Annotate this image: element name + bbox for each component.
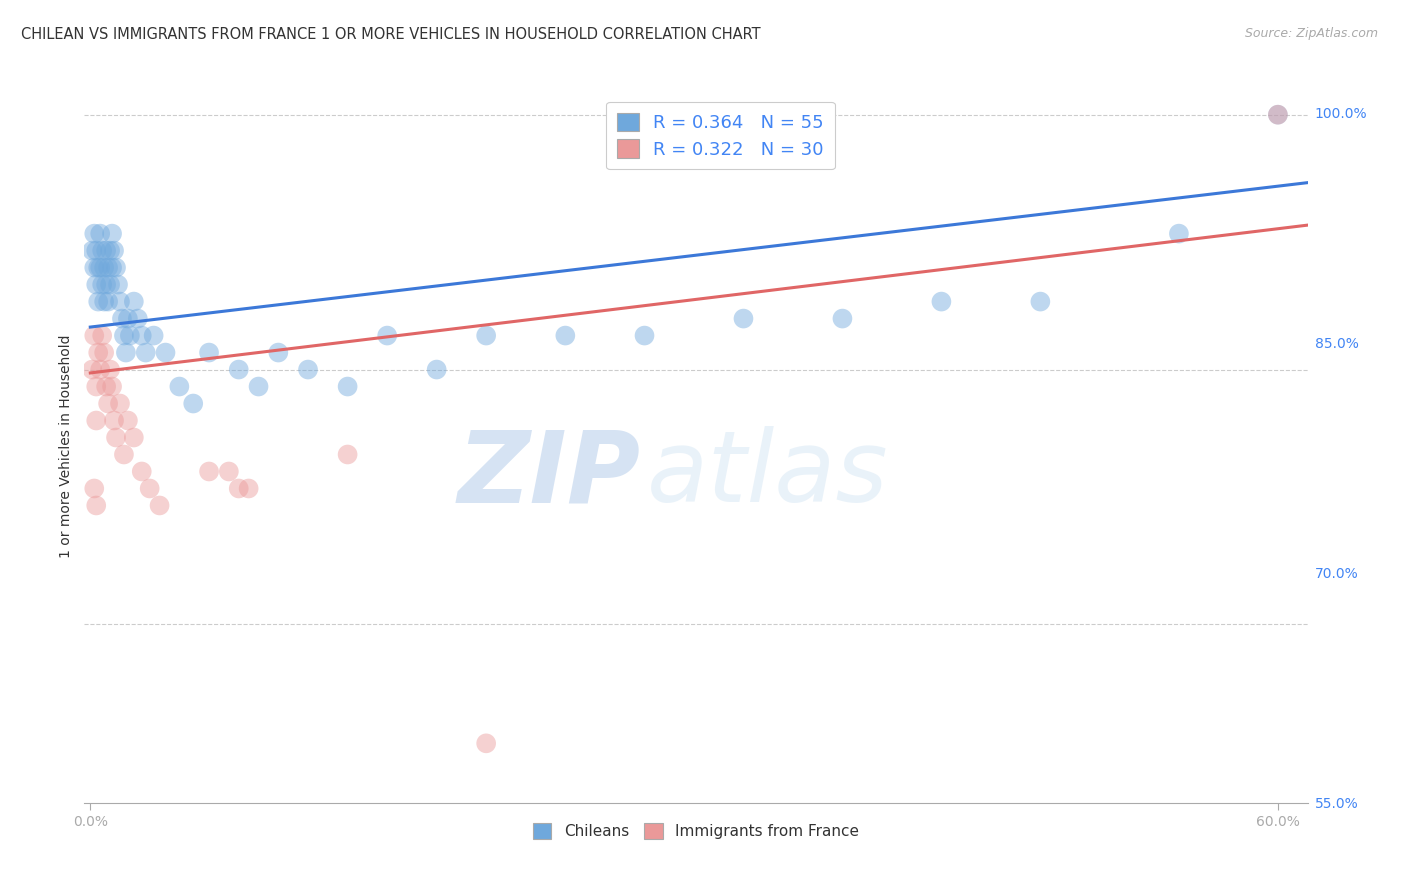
Point [108,294,131,309]
Point [84,499,107,513]
Point [475,328,498,343]
Point [83,328,105,343]
Point [105,430,128,444]
Point [98,277,121,292]
Point [87,260,110,275]
Point [131,465,153,479]
Point [169,379,191,393]
Point [94,277,117,292]
Text: CHILEAN VS IMMIGRANTS FROM FRANCE 1 OR MORE VEHICLES IN HOUSEHOLD CORRELATION CH: CHILEAN VS IMMIGRANTS FROM FRANCE 1 OR M… [21,27,761,42]
Point [475,736,498,750]
Point [97,396,120,410]
Point [138,482,160,496]
Point [91,277,114,292]
Text: Source: ZipAtlas.com: Source: ZipAtlas.com [1244,27,1378,40]
Point [101,260,124,275]
Point [127,311,149,326]
Point [108,396,131,410]
Point [87,294,110,309]
Point [84,413,107,427]
Point [84,244,107,258]
Point [112,328,135,343]
Text: atlas: atlas [647,426,889,523]
Point [931,294,953,309]
Point [83,227,105,241]
Legend: Chileans, Immigrants from France: Chileans, Immigrants from France [527,817,865,845]
Point [89,260,111,275]
Point [336,448,359,462]
Point [111,311,134,326]
Point [101,379,124,393]
Point [93,294,115,309]
Point [426,362,449,376]
Point [94,379,117,393]
Point [87,345,110,359]
Point [1167,227,1189,241]
Point [112,448,135,462]
Point [117,311,139,326]
Point [97,260,120,275]
Point [84,379,107,393]
Point [228,362,250,376]
Point [97,294,120,309]
Point [148,499,170,513]
Point [1267,108,1289,122]
Point [633,328,655,343]
Point [142,328,165,343]
Point [103,244,125,258]
Point [198,465,221,479]
Point [131,328,153,343]
Point [84,277,107,292]
Point [155,345,177,359]
Point [375,328,398,343]
Point [82,362,104,376]
Point [122,294,145,309]
Point [267,345,290,359]
Point [82,244,104,258]
Point [94,244,117,258]
Text: ZIP: ZIP [458,426,641,523]
Point [101,227,124,241]
Point [831,311,853,326]
Point [115,345,138,359]
Point [238,482,260,496]
Point [103,413,125,427]
Point [91,328,114,343]
Point [247,379,270,393]
Point [1029,294,1052,309]
Point [83,260,105,275]
Point [89,227,111,241]
Point [181,396,204,410]
Point [122,430,145,444]
Point [93,345,115,359]
Point [83,482,105,496]
Point [107,277,129,292]
Point [297,362,319,376]
Point [89,362,111,376]
Point [336,379,359,393]
Point [733,311,755,326]
Point [117,413,139,427]
Point [554,328,576,343]
Point [198,345,221,359]
Point [91,244,114,258]
Point [93,260,115,275]
Point [218,465,240,479]
Point [1267,108,1289,122]
Y-axis label: 1 or more Vehicles in Household: 1 or more Vehicles in Household [59,334,73,558]
Point [98,244,121,258]
Point [105,260,128,275]
Point [118,328,141,343]
Point [135,345,157,359]
Point [228,482,250,496]
Point [98,362,121,376]
